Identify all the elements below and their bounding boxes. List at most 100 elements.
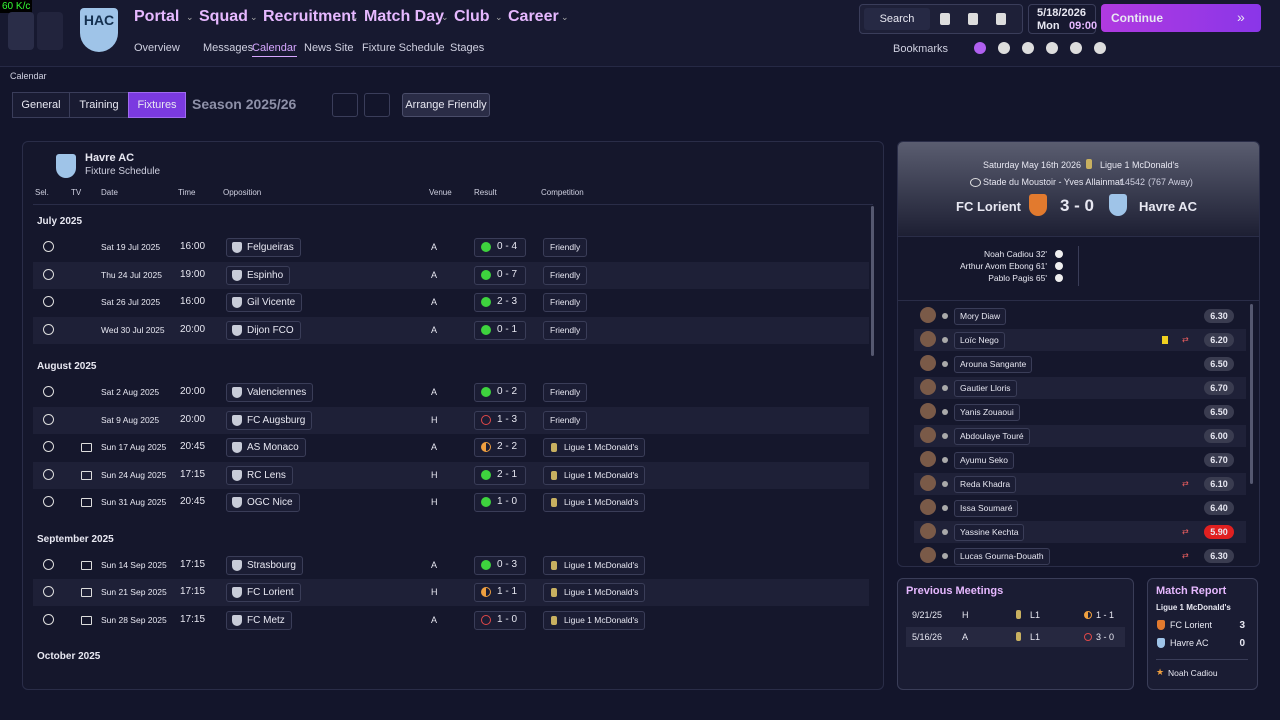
submenu-item[interactable]: News Site <box>304 42 354 54</box>
player-row[interactable]: Lucas Gourna-Douath ⇄ 6.30 <box>914 545 1246 566</box>
result-chip[interactable]: 2 - 2 <box>474 438 526 457</box>
tab[interactable]: Training <box>69 92 129 118</box>
result-chip[interactable]: 0 - 2 <box>474 383 526 402</box>
player-name-chip[interactable]: Ayumu Seko <box>954 452 1015 469</box>
column-header[interactable]: Date <box>101 188 118 197</box>
menu-item[interactable]: Recruitment <box>263 8 357 25</box>
competition-chip[interactable]: Friendly <box>543 383 588 402</box>
select-radio[interactable] <box>43 241 54 252</box>
column-header[interactable]: Time <box>178 188 196 197</box>
player-name-chip[interactable]: Reda Khadra <box>954 476 1017 493</box>
select-radio[interactable] <box>43 296 54 307</box>
select-radio[interactable] <box>43 268 54 280</box>
opponent-chip[interactable]: Valenciennes <box>226 383 314 402</box>
opponent-chip[interactable]: Dijon FCO <box>226 320 301 340</box>
sync-icon[interactable] <box>1070 42 1082 54</box>
result-chip[interactable]: 1 - 1 <box>474 583 526 602</box>
competition-chip[interactable]: Ligue 1 McDonald's <box>543 493 646 512</box>
award-icon[interactable] <box>968 13 978 25</box>
submenu-item[interactable]: Stages <box>450 42 485 54</box>
competition-chip[interactable]: Friendly <box>543 410 588 430</box>
opponent-chip[interactable]: Espinho <box>226 265 291 285</box>
fixture-row[interactable]: Sat 2 Aug 2025 20:00 Valenciennes A 0 - 2 Fri… <box>33 379 869 406</box>
opponent-chip[interactable]: FC Metz <box>226 610 292 630</box>
msg-icon[interactable] <box>974 42 986 54</box>
fixture-row[interactable]: Sun 31 Aug 2025 20:45 OGC Nice H 1 - 0 Ligue … <box>33 489 869 516</box>
competition-chip[interactable]: Ligue 1 McDonald's <box>543 610 646 630</box>
competition-chip[interactable]: Ligue 1 McDonald's <box>543 465 646 485</box>
season-next[interactable] <box>364 93 390 117</box>
arrange-friendly-button[interactable]: Arrange Friendly <box>402 93 490 117</box>
submenu-item[interactable]: Overview <box>134 42 180 54</box>
opponent-chip[interactable]: Felgueiras <box>226 238 301 257</box>
fixture-row[interactable]: Wed 30 Jul 2025 20:00 Dijon FCO A 0 - 1 Frien… <box>33 316 869 344</box>
competition-chip[interactable]: Friendly <box>543 265 588 285</box>
fixture-row[interactable]: Sun 14 Sep 2025 17:15 Strasbourg A 0 - 3 Ligu… <box>33 552 869 579</box>
competition-chip[interactable]: Friendly <box>543 293 588 312</box>
opponent-chip[interactable]: Strasbourg <box>226 555 303 575</box>
player-row[interactable]: Arouna Sangante 6.50 <box>914 353 1246 375</box>
opponent-chip[interactable]: FC Augsburg <box>226 410 313 430</box>
opponent-chip[interactable]: OGC Nice <box>226 493 300 512</box>
fixture-row[interactable]: Thu 24 Jul 2025 19:00 Espinho A 0 - 7 Friendl… <box>33 261 869 289</box>
result-chip[interactable]: 1 - 3 <box>474 410 526 430</box>
player-name-chip[interactable]: Issa Soumaré <box>954 500 1019 517</box>
opponent-chip[interactable]: RC Lens <box>226 465 293 485</box>
result-chip[interactable]: 0 - 7 <box>474 265 526 285</box>
phone-icon[interactable] <box>1022 42 1034 54</box>
player-row[interactable]: Yassine Kechta ⇄ 5.90 <box>914 521 1246 543</box>
opponent-chip[interactable]: Gil Vicente <box>226 293 303 312</box>
season-prev[interactable] <box>332 93 358 117</box>
player-name-chip[interactable]: Loïc Nego <box>954 332 1005 349</box>
result-chip[interactable]: 2 - 1 <box>474 465 526 485</box>
select-radio[interactable] <box>43 468 54 480</box>
player-row[interactable]: Abdoulaye Touré 6.00 <box>914 425 1246 447</box>
forward-button[interactable] <box>37 12 63 50</box>
menu-item[interactable]: Career <box>508 8 559 25</box>
competition-chip[interactable]: Ligue 1 McDonald's <box>543 583 646 602</box>
submenu-item[interactable]: Calendar <box>252 42 297 57</box>
search-button[interactable]: Search <box>864 8 930 30</box>
submenu-item[interactable]: Messages <box>203 42 254 54</box>
player-name-chip[interactable]: Abdoulaye Touré <box>954 428 1030 445</box>
player-row[interactable]: Loïc Nego ⇄ 6.20 <box>914 329 1246 351</box>
competition-chip[interactable]: Ligue 1 McDonald's <box>543 438 646 457</box>
select-radio[interactable] <box>43 558 54 570</box>
result-chip[interactable]: 0 - 3 <box>474 555 526 575</box>
select-radio[interactable] <box>43 413 54 425</box>
select-radio[interactable] <box>43 441 54 452</box>
select-radio[interactable] <box>43 323 54 335</box>
result-chip[interactable]: 0 - 4 <box>474 238 526 257</box>
select-radio[interactable] <box>43 613 54 625</box>
menu-item[interactable]: Match Day <box>364 8 445 25</box>
competition-chip[interactable]: Ligue 1 McDonald's <box>543 555 646 575</box>
fixture-row[interactable]: Sun 21 Sep 2025 17:15 FC Lorient H 1 - 1 Ligu… <box>33 579 869 606</box>
opponent-chip[interactable]: AS Monaco <box>226 438 306 457</box>
continue-button[interactable]: Continue » <box>1101 4 1261 32</box>
result-chip[interactable]: 2 - 3 <box>474 293 526 312</box>
competition-chip[interactable]: Friendly <box>543 320 588 340</box>
result-chip[interactable]: 1 - 0 <box>474 610 526 630</box>
fixture-row[interactable]: Sun 24 Aug 2025 17:15 RC Lens H 2 - 1 Ligue 1… <box>33 461 869 489</box>
select-radio[interactable] <box>43 386 54 397</box>
fixture-row[interactable]: Sat 9 Aug 2025 20:00 FC Augsburg H 1 - 3 Frie… <box>33 406 869 434</box>
column-header[interactable]: Opposition <box>223 188 262 197</box>
player-row[interactable]: Gautier Lloris 6.70 <box>914 377 1246 399</box>
player-name-chip[interactable]: Yassine Kechta <box>954 524 1025 541</box>
staff-icon[interactable] <box>1046 42 1058 54</box>
settings-icon[interactable] <box>996 13 1006 25</box>
back-button[interactable] <box>8 12 34 50</box>
column-header[interactable]: Venue <box>429 188 452 197</box>
bookmark-icon[interactable] <box>940 13 950 25</box>
bookmarks-button[interactable]: Bookmarks <box>893 43 949 55</box>
player-row[interactable]: Ayumu Seko 6.70 <box>914 449 1246 471</box>
select-radio[interactable] <box>43 496 54 507</box>
column-header[interactable]: TV <box>71 188 82 197</box>
player-name-chip[interactable]: Lucas Gourna-Douath <box>954 548 1050 565</box>
meeting-row[interactable]: 5/16/26 A L1 3 - 0 <box>906 627 1125 647</box>
trophy-icon[interactable] <box>1094 42 1106 54</box>
competition-chip[interactable]: Friendly <box>543 238 588 257</box>
player-name-chip[interactable]: Mory Diaw <box>954 308 1007 325</box>
select-radio[interactable] <box>43 586 54 597</box>
result-chip[interactable]: 1 - 0 <box>474 493 526 512</box>
